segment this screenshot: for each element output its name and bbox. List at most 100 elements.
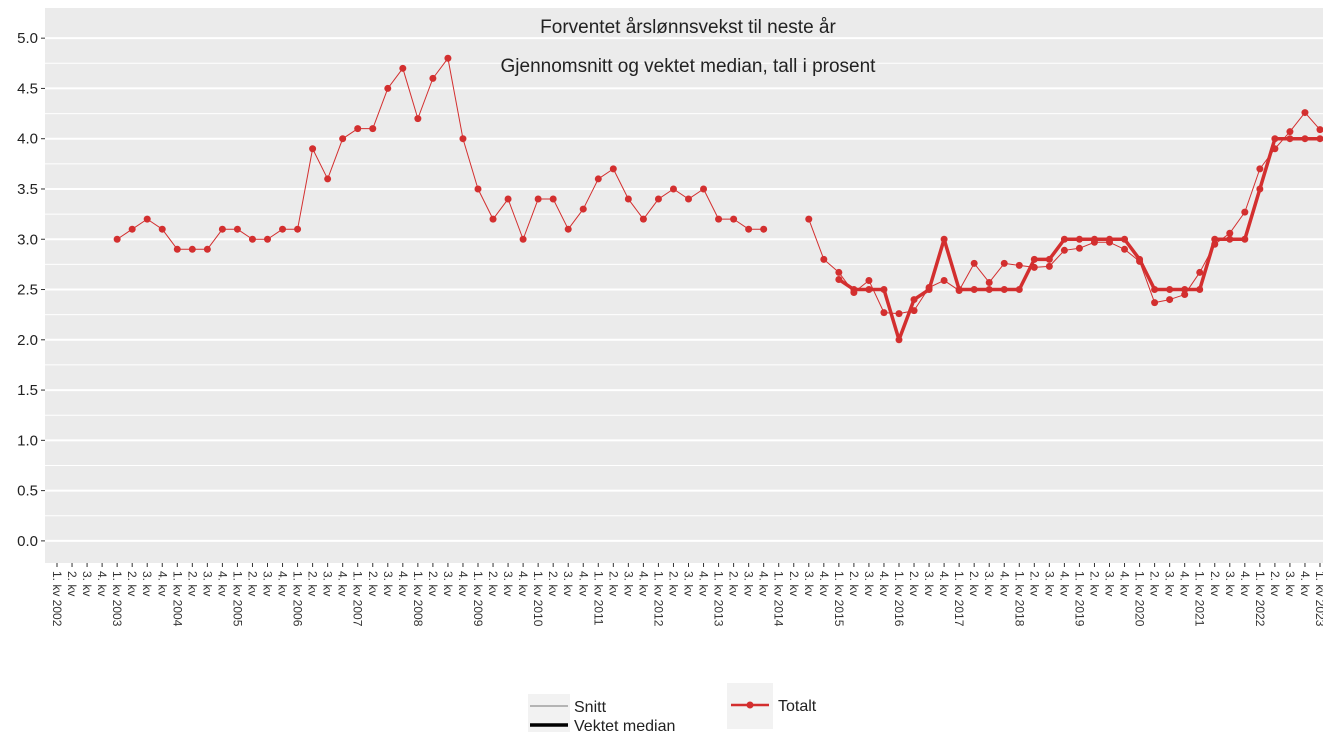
data-point [1075,235,1083,243]
x-tick-label: 4. kv [817,571,831,596]
x-tick-label: 2. kv [1148,571,1162,596]
data-point [745,225,753,233]
x-tick-label: 1. kv 2015 [832,571,846,627]
data-point [279,225,287,233]
y-tick-label: 0.0 [17,533,38,550]
x-tick-label: 3. kv [561,571,575,596]
x-tick-label: 1. kv 2008 [411,571,425,627]
x-tick-label: 1. kv 2003 [110,571,124,627]
x-tick-label: 3. kv [982,571,996,596]
data-point [384,84,392,92]
data-point [1045,255,1053,263]
x-tick-label: 4. kv [576,571,590,596]
x-tick-label: 4. kv [937,571,951,596]
x-tick-label: 4. kv [516,571,530,596]
data-point [369,125,377,133]
data-point [309,145,317,153]
x-tick-label: 3. kv [862,571,876,596]
y-tick-label: 2.5 [17,282,38,299]
x-tick-label: 3. kv [501,571,515,596]
legend-key [746,701,754,709]
x-tick-label: 2. kv [125,571,139,596]
x-tick-label: 1. kv 2014 [772,571,786,627]
x-tick-label: 4. kv [155,571,169,596]
data-point [173,245,181,253]
y-tick-label: 2.0 [17,332,38,349]
x-tick-label: 3. kv [922,571,936,596]
data-point [444,54,452,62]
x-tick-label: 1. kv 2005 [230,571,244,627]
data-point [835,275,843,283]
x-tick-label: 4. kv [95,571,109,596]
x-tick-label: 3. kv [1042,571,1056,596]
x-tick-label: 2. kv [185,571,199,596]
x-tick-label: 1. kv 2013 [712,571,726,627]
data-point [294,225,302,233]
data-point [1301,109,1309,117]
data-point [1271,135,1279,143]
data-point [1316,135,1323,143]
x-tick-label: 3. kv [321,571,335,596]
x-tick-label: 3. kv [802,571,816,596]
x-tick-label: 1. kv 2018 [1012,571,1026,627]
data-point [1211,235,1219,243]
x-tick-label: 3. kv [381,571,395,596]
data-point [188,245,196,253]
legend-label: Vektet median [574,718,675,733]
data-point [233,225,241,233]
x-tick-label: 4. kv [877,571,891,596]
data-point [1256,185,1264,193]
x-tick-label: 4. kv [1298,571,1312,596]
data-point [700,185,708,193]
x-tick-label: 2. kv [787,571,801,596]
data-point [1196,286,1204,294]
x-tick-label: 3. kv [742,571,756,596]
legend: Snitt Vektet median Totalt [528,683,817,733]
data-point [1226,235,1234,243]
y-tick-label: 4.5 [17,80,38,97]
data-point [1000,259,1008,267]
data-point [895,336,903,344]
data-point [1030,255,1038,263]
data-point [1090,235,1098,243]
data-point [1151,286,1159,294]
data-point [880,309,888,317]
data-point [685,195,692,203]
x-tick-label: 2. kv [366,571,380,596]
data-point [985,286,993,294]
data-point [925,286,933,294]
data-point [324,175,332,183]
data-point [264,235,271,243]
x-tick-label: 2. kv [486,571,500,596]
data-point [624,195,632,203]
data-point [1256,165,1264,173]
data-point [504,195,512,203]
x-tick-label: 2. kv [847,571,861,596]
x-tick-label: 3. kv [140,571,154,596]
x-tick-label: 1. kv 2023 [1313,571,1323,627]
data-point [940,276,948,284]
data-point [1196,268,1204,276]
x-tick-label: 2. kv [1027,571,1041,596]
data-point [970,259,978,267]
x-tick-label: 2. kv [967,571,981,596]
x-tick-label: 2. kv [546,571,560,596]
x-tick-label: 3. kv [261,571,275,596]
x-tick-label: 2. kv [1208,571,1222,596]
data-point [414,115,422,123]
x-tick-label: 4. kv [636,571,650,596]
x-tick-label: 4. kv [1178,571,1192,596]
data-point [474,185,482,193]
data-point [594,175,602,183]
data-point [1060,235,1068,243]
data-point [113,235,121,243]
x-tick-label: 4. kv [456,571,470,596]
grid [45,37,1323,542]
data-point [835,268,843,276]
data-point [1136,255,1144,263]
data-point [1075,244,1083,252]
data-point [1241,208,1249,216]
data-point [1166,286,1174,294]
data-point [128,225,136,233]
